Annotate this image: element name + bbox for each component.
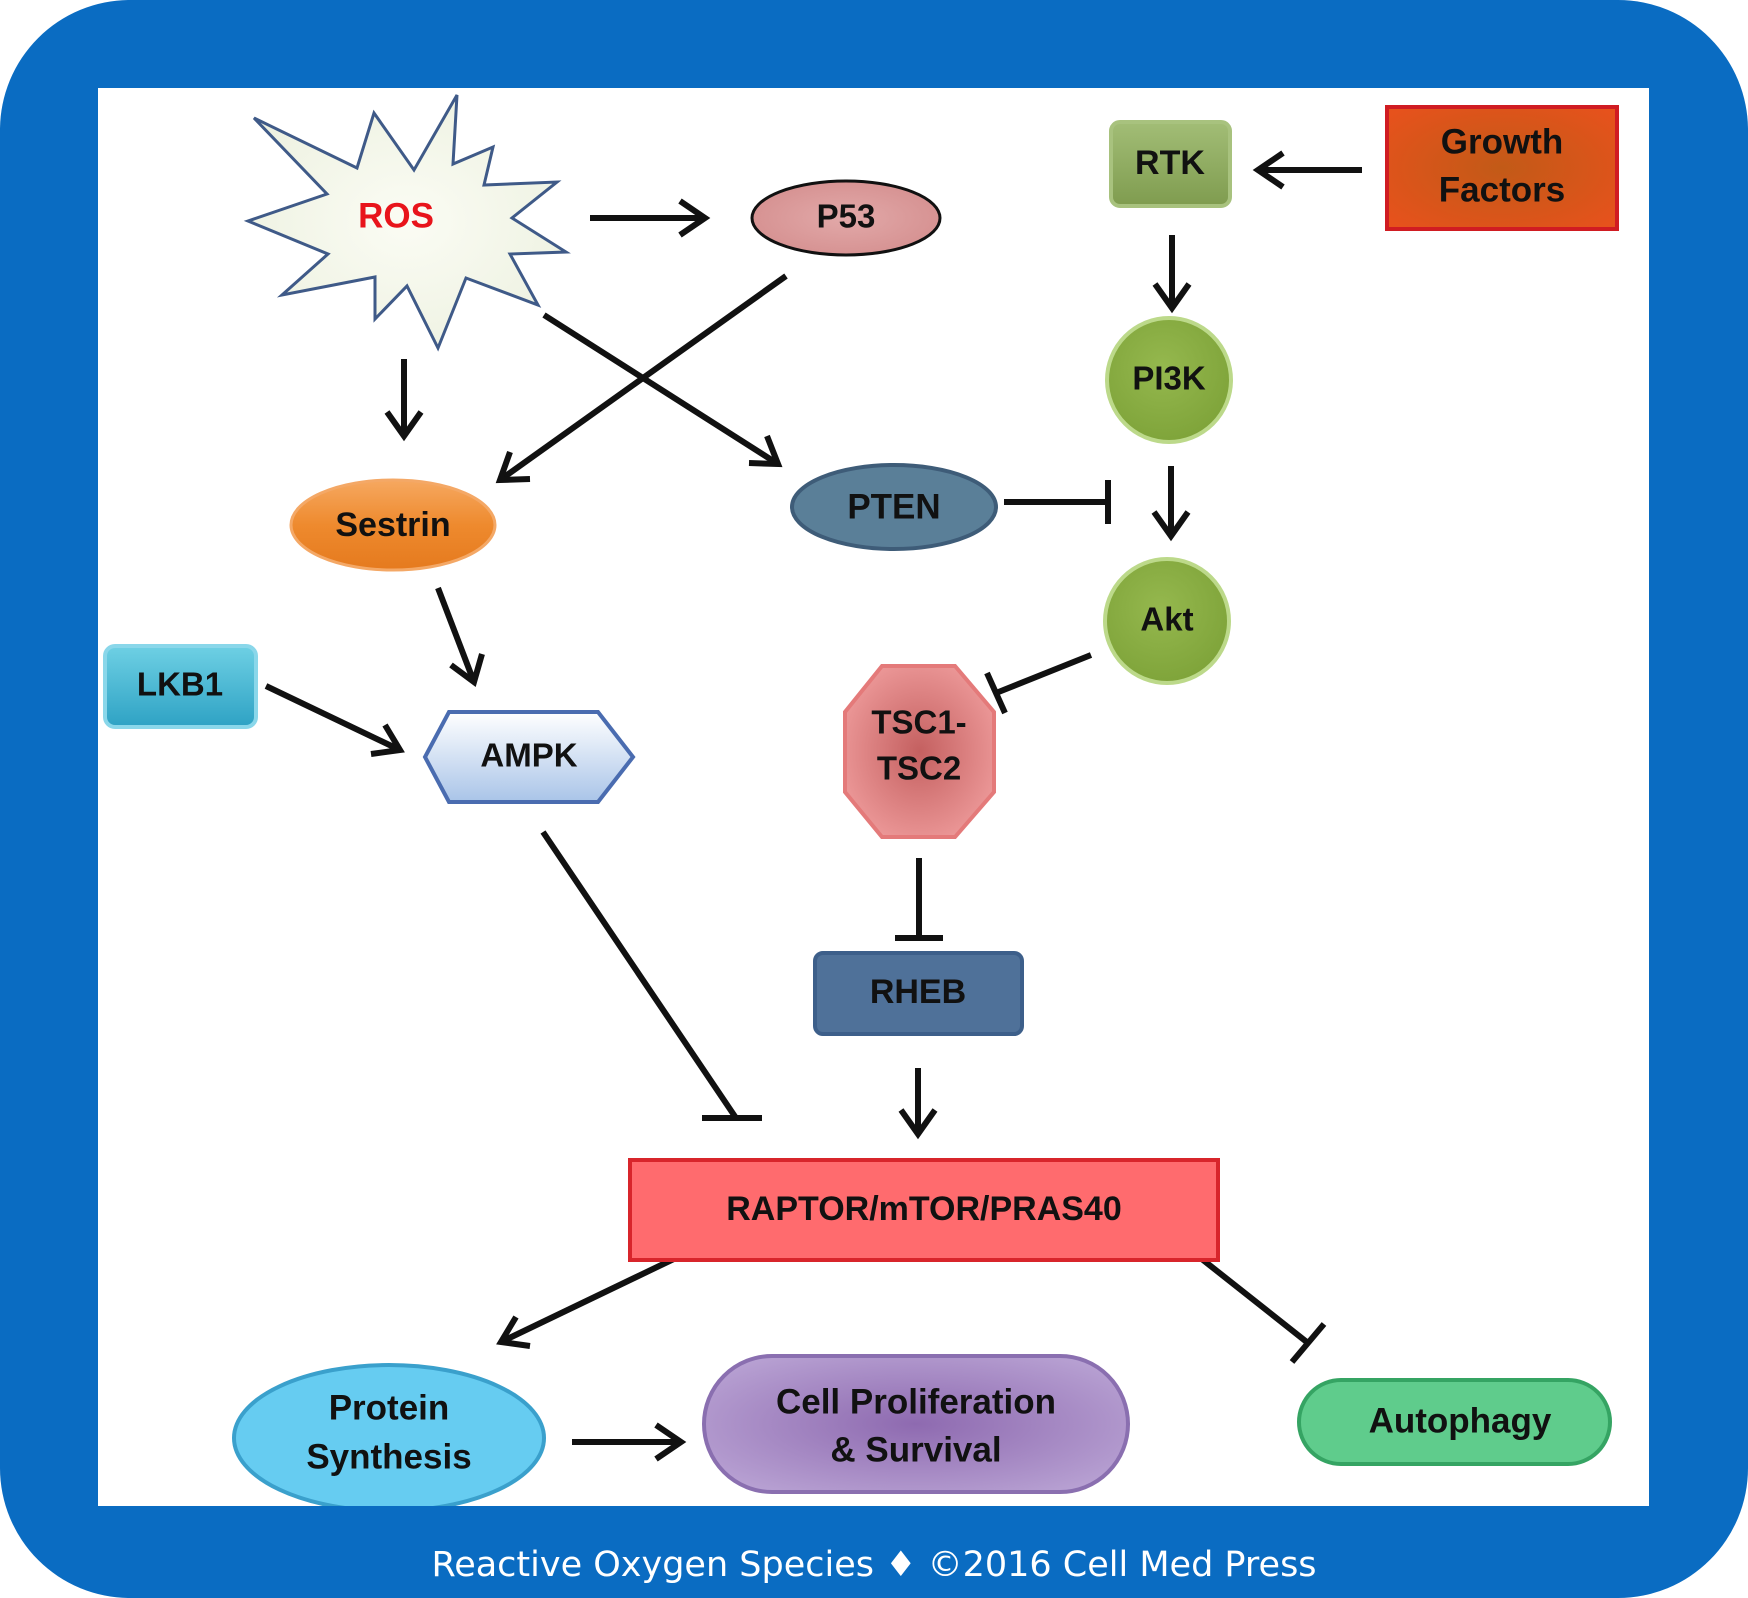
lkb1-box [103, 644, 258, 729]
arrowhead-ros-to-p53 [678, 198, 711, 238]
rheb-label: RHEB [870, 973, 966, 1011]
ampk-label: AMPK [480, 737, 577, 774]
cell-proliferation-label-line1: Cell Proliferation [776, 1382, 1056, 1421]
autophagy-label: Autophagy [1369, 1401, 1552, 1440]
akt-circle [1103, 557, 1231, 685]
node-ampk: AMPK [422, 710, 636, 804]
tsc-label-line1: TSC1- [871, 704, 966, 741]
inhibit-mtor-autophagy [1196, 1253, 1310, 1346]
arrow-lkb1-to-ampk [264, 683, 402, 753]
node-akt: Akt [1103, 557, 1231, 685]
lkb1-label: LKB1 [137, 666, 223, 703]
inhibit-akt-tsc [994, 652, 1093, 696]
edges [264, 150, 1362, 1462]
node-protein-synthesis: Protein Synthesis [232, 1363, 546, 1506]
node-pi3k: PI3K [1105, 316, 1233, 444]
arrowhead-growth-factors-to-rtk [1252, 150, 1285, 190]
cell-proliferation-label-line2: & Survival [830, 1430, 1001, 1469]
arrowhead-protein-to-cell [654, 1422, 687, 1462]
node-tsc: TSC1- TSC2 [843, 664, 996, 839]
pathway-diagram: ROS P53 RTK Growth Factors PI3K [103, 94, 1619, 1506]
arrowhead-p53-to-sestrin [495, 450, 531, 484]
inhibit-bar-mtor-autophagy [1289, 1322, 1327, 1364]
growth-factors-label-line2: Factors [1439, 170, 1565, 209]
inhibit-bar-akt-tsc [984, 671, 1008, 715]
footer-caption: Reactive Oxygen Species ♦ ©2016 Cell Med… [431, 1545, 1317, 1585]
tsc-label-line2: TSC2 [877, 750, 961, 787]
node-rtk: RTK [1109, 120, 1232, 208]
pten-label: PTEN [847, 487, 940, 526]
p53-label: P53 [817, 198, 876, 235]
growth-factors-label-line1: Growth [1441, 122, 1563, 161]
node-rheb: RHEB [813, 951, 1024, 1036]
ros-starburst-shape [243, 94, 571, 352]
protein-synthesis-label-line2: Synthesis [306, 1437, 471, 1476]
arrow-ros-to-pten [542, 312, 780, 467]
pi3k-label: PI3K [1132, 360, 1206, 397]
sestrin-label: Sestrin [335, 506, 450, 544]
protein-synthesis-label-line1: Protein [329, 1388, 450, 1427]
node-cell-proliferation: Cell Proliferation & Survival [702, 1354, 1130, 1494]
arrowhead-rtk-to-pi3k [1152, 282, 1192, 314]
ros-label: ROS [358, 196, 434, 235]
rheb-box [813, 951, 1024, 1036]
arrowhead-ros-to-pten [748, 434, 783, 468]
akt-label: Akt [1140, 601, 1193, 638]
arrow-mtor-to-protein-synthesis [499, 1253, 682, 1345]
protein-synthesis-ellipse [232, 1363, 546, 1506]
node-growth-factors: Growth Factors [1385, 105, 1619, 231]
arrowhead-rheb-to-mtor [898, 1108, 938, 1140]
node-p53: P53 [750, 179, 942, 257]
rtk-label: RTK [1135, 144, 1205, 182]
ampk-hexagon [422, 710, 636, 804]
mtor-box [628, 1158, 1220, 1262]
arrowhead-pi3k-to-akt [1151, 510, 1191, 542]
node-sestrin: Sestrin [289, 478, 497, 572]
inhibit-ampk-mtor [540, 830, 739, 1120]
diagram-panel: ROS P53 RTK Growth Factors PI3K [98, 88, 1649, 1506]
node-autophagy: Autophagy [1297, 1378, 1612, 1466]
arrowhead-lkb1-to-ampk [370, 723, 405, 757]
pten-ellipse [790, 463, 998, 551]
arrowhead-mtor-to-protein-synthesis [496, 1315, 531, 1349]
pi3k-circle [1105, 316, 1233, 444]
node-pten: PTEN [790, 463, 998, 551]
arrowhead-ros-to-sestrin [384, 410, 424, 442]
arrowhead-sestrin-to-ampk [449, 653, 485, 687]
arrow-sestrin-to-ampk [435, 586, 477, 684]
autophagy-box [1297, 1378, 1612, 1466]
rtk-box [1109, 120, 1232, 208]
sestrin-ellipse [289, 478, 497, 572]
node-mtor-complex: RAPTOR/mTOR/PRAS40 [628, 1158, 1220, 1262]
p53-ellipse [750, 179, 942, 257]
node-ros: ROS [243, 94, 571, 352]
mtor-label: RAPTOR/mTOR/PRAS40 [726, 1190, 1122, 1228]
growth-factors-box [1385, 105, 1619, 231]
node-lkb1: LKB1 [103, 644, 258, 729]
tsc-octagon [843, 664, 996, 839]
cell-proliferation-box [702, 1354, 1130, 1494]
